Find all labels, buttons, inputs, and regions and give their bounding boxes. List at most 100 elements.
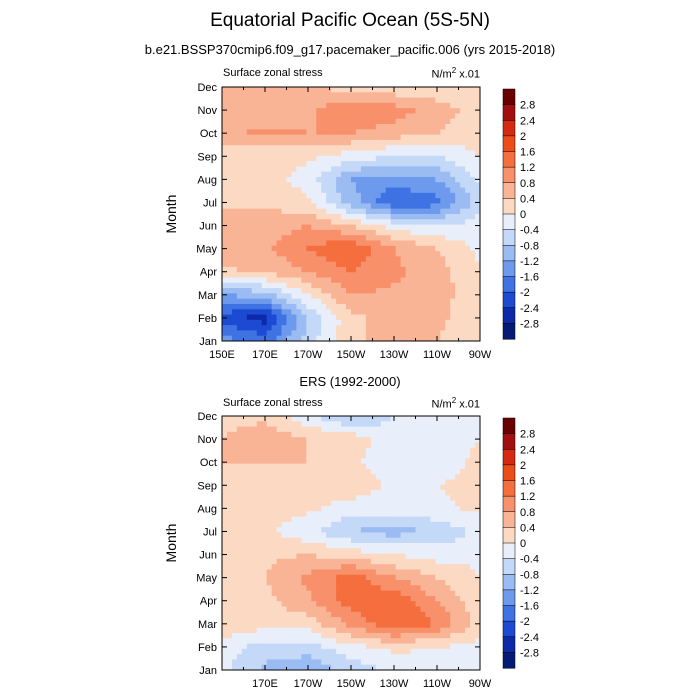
heatmap-cell	[440, 182, 446, 188]
heatmap-cell	[231, 537, 238, 544]
heatmap-cell	[326, 622, 332, 629]
heatmap-cell	[355, 303, 362, 310]
heatmap-cell	[440, 203, 446, 210]
heatmap-cell	[222, 500, 228, 507]
heatmap-cell	[306, 182, 312, 188]
heatmap-cell	[276, 521, 282, 528]
heatmap-cell	[415, 622, 421, 629]
heatmap-cell	[365, 532, 372, 539]
heatmap-cell	[410, 442, 416, 449]
heatmap-cell	[405, 229, 411, 236]
heatmap-cell	[425, 474, 431, 480]
heatmap-cell	[370, 303, 377, 310]
heatmap-cell	[306, 580, 312, 586]
heatmap-cell	[256, 638, 263, 644]
heatmap-cell	[370, 458, 377, 465]
heatmap-cell	[286, 219, 292, 225]
heatmap-cell	[430, 532, 436, 539]
heatmap-cell	[346, 219, 352, 225]
heatmap-cell	[222, 208, 228, 215]
heatmap-cell	[375, 113, 382, 120]
heatmap-cell	[251, 134, 258, 141]
heatmap-cell	[420, 277, 426, 284]
heatmap-cell	[370, 235, 377, 241]
heatmap-cell	[465, 150, 471, 157]
heatmap-cell	[475, 272, 481, 278]
heatmap-cell	[336, 192, 342, 199]
heatmap-cell	[306, 245, 312, 252]
heatmap-cell	[346, 521, 352, 528]
heatmap-cell	[326, 256, 332, 263]
heatmap-cell	[316, 590, 322, 597]
heatmap-cell	[355, 617, 362, 623]
heatmap-cell	[425, 595, 431, 602]
heatmap-cell	[326, 606, 332, 613]
heatmap-cell	[276, 453, 282, 459]
heatmap-cell	[475, 182, 481, 188]
heatmap-cell	[435, 198, 441, 204]
heatmap-cell	[222, 319, 228, 326]
heatmap-cell	[410, 521, 416, 528]
heatmap-cell	[351, 627, 357, 634]
heatmap-cell	[410, 585, 416, 592]
heatmap-cell	[321, 251, 327, 257]
heatmap-cell	[390, 521, 397, 528]
heatmap-cell	[266, 490, 273, 496]
heatmap-cell	[266, 617, 273, 623]
heatmap-cell	[326, 601, 332, 607]
heatmap-cell	[326, 261, 332, 268]
heatmap-cell	[346, 537, 352, 544]
heatmap-cell	[465, 442, 471, 449]
heatmap-cell	[226, 266, 233, 273]
heatmap-cell	[321, 288, 327, 294]
heatmap-cell	[226, 453, 233, 459]
heatmap-cell	[465, 479, 471, 486]
heatmap-cell	[222, 282, 228, 289]
colorbar-label: -0.8	[520, 240, 539, 252]
heatmap-cell	[266, 171, 273, 178]
heatmap-cell	[256, 484, 263, 491]
heatmap-cell	[355, 574, 362, 581]
heatmap-cell	[331, 426, 337, 433]
heatmap-cell	[475, 521, 481, 528]
heatmap-cell	[231, 632, 238, 639]
heatmap-cell	[331, 102, 337, 109]
heatmap-cell	[251, 229, 258, 236]
heatmap-cell	[351, 277, 357, 284]
heatmap-cell	[246, 463, 253, 470]
heatmap-cell	[405, 208, 411, 215]
heatmap-cell	[465, 632, 471, 639]
heatmap-cell	[276, 288, 282, 294]
heatmap-cell	[346, 421, 352, 427]
heatmap-cell	[385, 532, 392, 539]
heatmap-cell	[475, 92, 481, 98]
heatmap-cell	[360, 261, 367, 268]
heatmap-cell	[370, 638, 377, 644]
heatmap-cell	[450, 474, 456, 480]
heatmap-cell	[222, 458, 228, 465]
heatmap-cell	[341, 293, 347, 300]
heatmap-cell	[420, 118, 426, 125]
heatmap-cell	[460, 569, 466, 576]
heatmap-cell	[445, 500, 451, 507]
heatmap-cell	[440, 314, 446, 321]
heatmap-cell	[261, 303, 268, 310]
heatmap-cell	[410, 606, 416, 613]
heatmap-cell	[256, 553, 263, 560]
heatmap-cell	[360, 632, 367, 639]
heatmap-cell	[375, 495, 382, 502]
colorbar-swatch	[502, 135, 516, 153]
heatmap-cell	[301, 208, 307, 215]
heatmap-cell	[365, 627, 372, 634]
heatmap-cell	[420, 648, 426, 655]
heatmap-cell	[271, 627, 277, 634]
heatmap-cell	[271, 277, 277, 284]
heatmap-cell	[286, 161, 292, 167]
heatmap-cell	[455, 335, 461, 342]
heatmap-cell	[455, 298, 461, 305]
heatmap-cell	[450, 208, 456, 215]
heatmap-cell	[400, 187, 406, 194]
heatmap-cell	[331, 293, 337, 300]
heatmap-cell	[470, 155, 476, 162]
heatmap-cell	[346, 606, 352, 613]
